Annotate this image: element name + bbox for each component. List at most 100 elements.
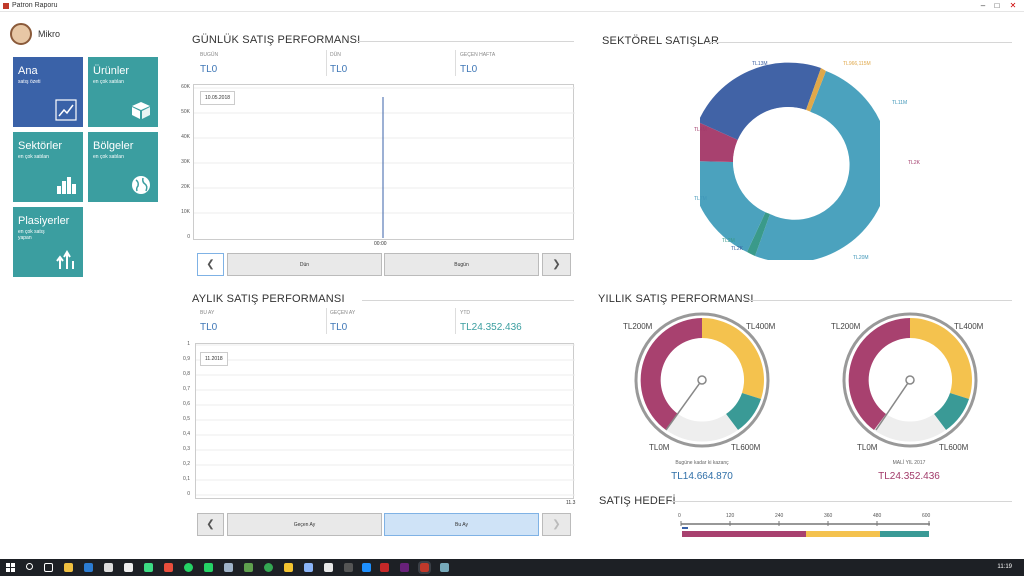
- windows-start-icon[interactable]: [6, 563, 15, 572]
- kpi-today: BUGÜN TL0: [200, 52, 218, 75]
- y-tick: 0: [187, 491, 190, 497]
- y-tick: 0,4: [183, 431, 190, 437]
- search-icon[interactable]: [26, 563, 33, 570]
- next-month-button[interactable]: ❯: [542, 513, 571, 536]
- avatar: [10, 23, 32, 45]
- file-explorer-icon[interactable]: [64, 563, 73, 572]
- kpi-label: YTD: [460, 310, 470, 316]
- minimize-button[interactable]: –: [980, 1, 986, 10]
- kpi-this-month: BU AY TL0: [200, 310, 217, 333]
- donut-label: TL2K: [731, 246, 743, 252]
- chrome-icon[interactable]: [264, 563, 273, 572]
- next-day-button[interactable]: ❯: [542, 253, 571, 276]
- donut-label: TL13M: [752, 61, 768, 67]
- target-tick: 360: [824, 513, 833, 519]
- app-icon[interactable]: [304, 563, 313, 572]
- y-tick: 0,2: [183, 461, 190, 467]
- yesterday-button[interactable]: Dün: [227, 253, 382, 276]
- donut-label: TL966,115M: [843, 61, 871, 67]
- close-button[interactable]: ✕: [1009, 1, 1017, 10]
- y-tick: 0,6: [183, 401, 190, 407]
- tile-title: Ürünler: [93, 65, 130, 77]
- y-tick: 0,7: [183, 386, 190, 392]
- whatsapp-desktop-icon[interactable]: [204, 563, 213, 572]
- donut-label: TL7M: [694, 196, 707, 202]
- tile-urunler[interactable]: Ürünler en çok satılan: [88, 57, 158, 127]
- target-tick: 240: [775, 513, 784, 519]
- y-tick: 40K: [181, 134, 190, 140]
- gauge-label: TL600M: [731, 443, 761, 452]
- y-tick: 10K: [181, 209, 190, 215]
- divider: [326, 308, 327, 334]
- this-month-button[interactable]: Bu Ay: [384, 513, 539, 536]
- app-icon[interactable]: [324, 563, 333, 572]
- prev-day-button[interactable]: ❮: [197, 253, 224, 276]
- divider: [744, 300, 1012, 301]
- last-month-button[interactable]: Geçen Ay: [227, 513, 382, 536]
- user-profile[interactable]: Mikro: [10, 23, 130, 45]
- y-tick: 0: [187, 234, 190, 240]
- kpi-label: BU AY: [200, 310, 215, 316]
- maximize-button[interactable]: □: [994, 1, 1000, 10]
- target-bullet-chart: [680, 521, 930, 537]
- divider: [362, 300, 574, 301]
- kpi-label: BUGÜN: [200, 52, 219, 58]
- donut-label: TL4M: [694, 127, 707, 133]
- gauge-caption: MALİ YIL 2017: [892, 460, 926, 466]
- date-label: 10.05.2018: [200, 91, 236, 105]
- sector-title: SEKTÖREL SATIŞLAR: [602, 35, 720, 47]
- store-icon[interactable]: [104, 563, 113, 572]
- gauge-chart: [842, 312, 978, 448]
- target-tick: 120: [726, 513, 735, 519]
- yearly-title: YILLIK SATIŞ PERFORMANSI: [598, 293, 754, 305]
- kpi-value: TL0: [200, 322, 218, 333]
- y-tick: 0,3: [183, 446, 190, 452]
- bar-building-icon: [57, 177, 76, 194]
- tile-sektorler[interactable]: Sektörler en çok satılan: [13, 132, 83, 202]
- kpi-last-month: GEÇEN AY TL0: [330, 310, 355, 333]
- taskbar: 11:19: [0, 559, 1024, 576]
- tile-title: Plasiyerler: [18, 215, 70, 227]
- donut-slice: [755, 71, 880, 260]
- task-view-icon[interactable]: [44, 563, 53, 572]
- y-tick: 60K: [181, 84, 190, 90]
- kpi-yesterday: DÜN TL0: [330, 52, 347, 75]
- tile-ana[interactable]: Ana satış özeti: [13, 57, 83, 127]
- notes-icon[interactable]: [284, 563, 293, 572]
- gauge-label: TL0M: [857, 443, 878, 452]
- app-icon[interactable]: [164, 563, 173, 572]
- tile-plasiyerler[interactable]: Plasiyerler en çok satış yapan: [13, 207, 83, 277]
- gauge-value: TL24.352.436: [878, 471, 940, 482]
- app-icon[interactable]: [224, 563, 233, 572]
- donut-slice: [700, 122, 738, 162]
- kpi-value: TL0: [330, 64, 348, 75]
- app-icon[interactable]: [362, 563, 371, 572]
- divider: [356, 41, 574, 42]
- app-icon[interactable]: [244, 563, 253, 572]
- divider: [670, 501, 1012, 502]
- tile-bolgeler[interactable]: Bölgeler en çok satılan: [88, 132, 158, 202]
- patron-raporu-taskbar-icon[interactable]: [418, 561, 431, 574]
- prev-month-button[interactable]: ❮: [197, 513, 224, 536]
- mail-icon[interactable]: [124, 563, 133, 572]
- android-icon[interactable]: [144, 563, 153, 572]
- app-icon[interactable]: [440, 563, 449, 572]
- kpi-label: DÜN: [330, 52, 341, 58]
- edge-icon[interactable]: [84, 563, 93, 572]
- divider: [455, 50, 456, 76]
- gauge-label: TL200M: [623, 322, 653, 331]
- user-name: Mikro: [38, 29, 60, 39]
- visual-studio-icon[interactable]: [400, 563, 409, 572]
- today-button[interactable]: Bugün: [384, 253, 539, 276]
- monthly-gridlines: [196, 344, 575, 496]
- gauge-value: TL14.664.870: [671, 471, 733, 482]
- app-icon[interactable]: [380, 563, 389, 572]
- app-icon[interactable]: [344, 563, 353, 572]
- whatsapp-icon[interactable]: [184, 563, 193, 572]
- donut-label: TL20M: [853, 255, 869, 261]
- tile-title: Bölgeler: [93, 140, 134, 152]
- target-title: SATIŞ HEDEFİ: [599, 495, 676, 507]
- daily-chart: 10.05.2018: [193, 84, 575, 240]
- date-label: 11.2018: [200, 352, 228, 366]
- donut-label: TL11M: [892, 100, 908, 106]
